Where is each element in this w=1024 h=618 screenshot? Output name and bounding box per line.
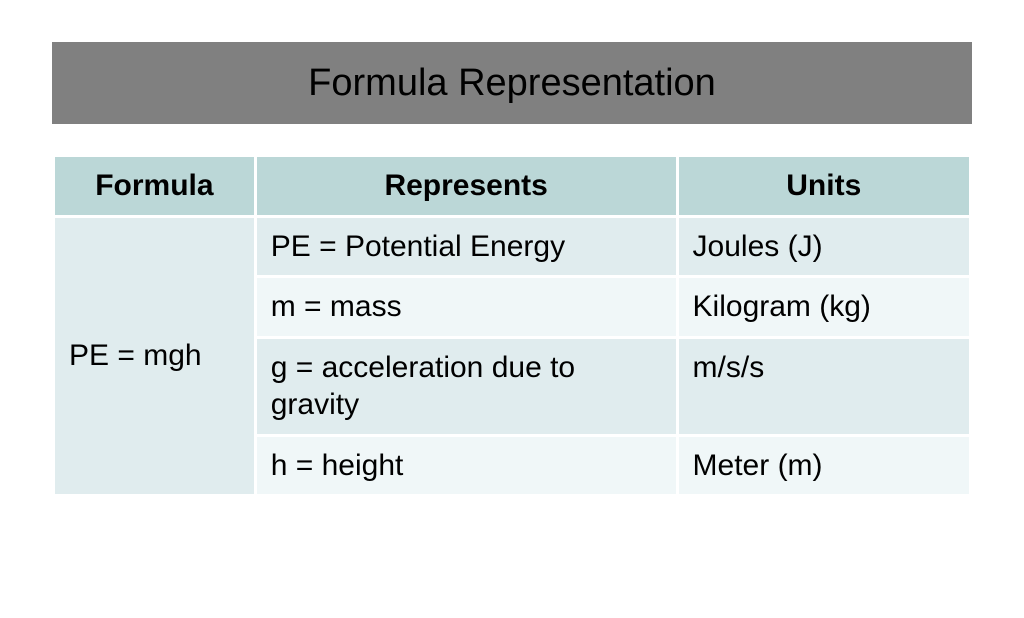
table-header-row: Formula Represents Units — [54, 156, 971, 217]
col-header-formula: Formula — [54, 156, 256, 217]
title-bar: Formula Representation — [52, 42, 972, 124]
table-row: PE = mgh PE = Potential Energy Joules (J… — [54, 216, 971, 277]
represents-cell: m = mass — [255, 277, 677, 338]
represents-cell: h = height — [255, 435, 677, 496]
represents-cell: PE = Potential Energy — [255, 216, 677, 277]
units-cell: Kilogram (kg) — [677, 277, 970, 338]
formula-cell: PE = mgh — [54, 216, 256, 496]
col-header-units: Units — [677, 156, 970, 217]
represents-cell: g = acceleration due to gravity — [255, 337, 677, 435]
units-cell: Meter (m) — [677, 435, 970, 496]
units-cell: Joules (J) — [677, 216, 970, 277]
units-cell: m/s/s — [677, 337, 970, 435]
col-header-represents: Represents — [255, 156, 677, 217]
formula-table-wrap: Formula Represents Units PE = mgh PE = P… — [52, 154, 972, 497]
formula-table: Formula Represents Units PE = mgh PE = P… — [52, 154, 972, 497]
page-title: Formula Representation — [308, 62, 716, 105]
